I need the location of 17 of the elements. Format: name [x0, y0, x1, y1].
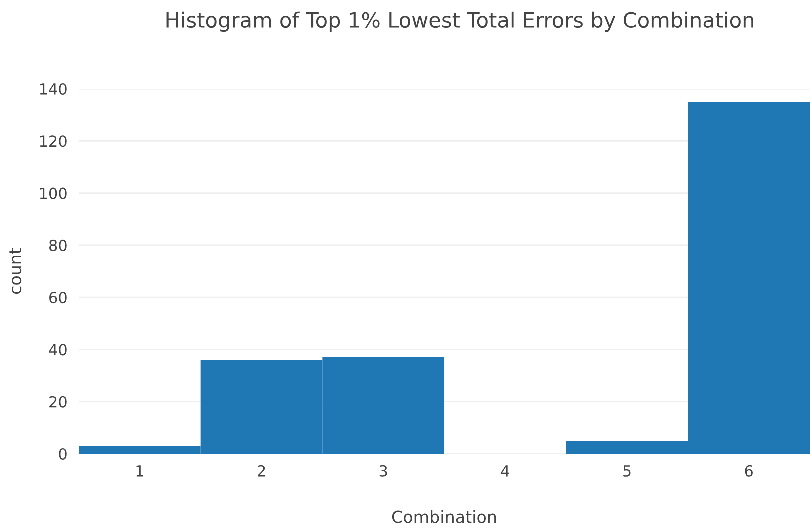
x-tick-label: 1 [136, 466, 144, 477]
y-tick-label: 120 [40, 136, 67, 148]
x-axis-title: Combination [392, 510, 496, 524]
y-tick-label: 100 [40, 188, 67, 200]
y-tick-label: 20 [50, 396, 67, 408]
chart-title: Histogram of Top 1% Lowest Total Errors by Combination [166, 12, 754, 32]
x-tick-label: 4 [501, 466, 510, 477]
x-tick-label: 5 [624, 466, 631, 477]
x-tick-label: 2 [258, 465, 266, 477]
y-axis-title: count [10, 248, 22, 294]
x-tick-label: 6 [745, 465, 753, 477]
y-tick-label: 40 [49, 344, 67, 356]
y-tick-label: 80 [49, 240, 67, 252]
y-tick-label: 60 [50, 292, 67, 304]
x-tick-label: 3 [380, 465, 388, 477]
y-tick-label: 140 [40, 83, 67, 96]
y-tick-label: 0 [59, 448, 67, 460]
